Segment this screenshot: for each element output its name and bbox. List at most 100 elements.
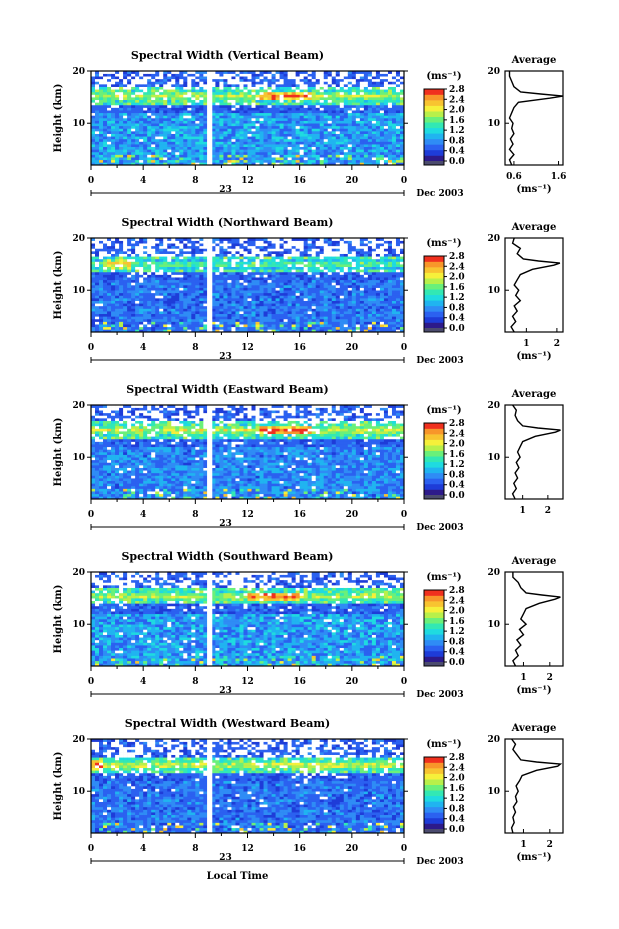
heatmap-cell [311,271,317,275]
heatmap-cell [119,258,124,262]
heatmap-cell [203,240,208,244]
heatmap-cell [315,300,321,304]
heatmap-cell [291,81,296,85]
heatmap-cell [315,326,321,330]
heatmap-cell [347,128,353,132]
heatmap-cell [191,311,196,315]
heatmap-cell [391,151,397,155]
heatmap-cell [319,245,325,249]
heatmap-cell [103,253,108,257]
heatmap-cell [331,81,337,85]
heatmap-cell [163,305,168,309]
heatmap-cell [259,285,264,288]
heatmap-cell [107,71,112,74]
heatmap-cell [335,125,341,129]
heatmap-cell [351,81,357,85]
heatmap-cell [199,261,204,265]
heatmap-cell [307,279,312,283]
heatmap-cell [191,290,196,294]
heatmap-cell [299,144,304,148]
heatmap-cell [259,128,264,132]
heatmap-cell [187,102,192,106]
heatmap-cell [127,138,132,142]
heatmap-cell [91,238,96,241]
heatmap-cell [295,305,300,309]
heatmap-cell [163,326,168,330]
heatmap-cell [343,115,349,119]
heatmap-cell [175,256,180,260]
heatmap-cell [187,295,192,299]
heatmap-cell [183,305,188,309]
heatmap-cell [395,112,401,116]
heatmap-cell [211,287,216,291]
heatmap-cell [215,326,220,330]
heatmap-cell [123,240,128,244]
heatmap-cell [231,248,236,252]
heatmap-cell [239,313,244,317]
heatmap-cell [275,94,280,98]
heatmap-cell [95,266,100,270]
heatmap-cell [251,71,256,74]
heatmap-cell [307,264,312,268]
heatmap-cell [115,81,120,85]
heatmap-cell [303,282,308,286]
heatmap-cell [143,104,148,108]
heatmap-cell [135,81,140,85]
heatmap-cell [91,300,96,304]
heatmap-cell [263,329,268,333]
heatmap-cell [335,86,341,90]
heatmap-cell [339,97,345,101]
heatmap-cell [299,308,304,312]
heatmap-cell [339,107,345,111]
heatmap-cell [139,248,144,252]
heatmap-cell [115,324,120,328]
heatmap-cell [155,102,160,106]
heatmap-cell [127,73,132,77]
heatmap-cell [395,141,401,145]
heatmap-cell [183,329,188,333]
heatmap-cell [131,318,136,322]
heatmap-cell [143,248,148,252]
heatmap-cell [219,146,224,150]
heatmap-cell [347,99,353,103]
heatmap-cell [99,266,104,270]
heatmap-cell [219,123,224,127]
heatmap-cell [123,324,128,328]
heatmap-cell [311,321,317,325]
heatmap-cell [127,245,132,249]
heatmap-cell [295,120,300,124]
heatmap-cell [131,326,136,330]
heatmap-cell [255,274,260,278]
heatmap-cell [95,107,100,111]
heatmap-cell [303,258,308,262]
heatmap-cell [143,318,148,322]
average-title: Average [511,55,557,66]
heatmap-cell [123,107,128,111]
heatmap-cell [167,298,172,301]
heatmap-cell [267,318,272,322]
heatmap-cell [299,240,304,244]
heatmap-cell [115,290,120,294]
heatmap-cell [131,138,136,142]
heatmap-cell [191,99,196,103]
heatmap-cell [295,321,300,325]
heatmap-cell [239,73,244,77]
heatmap-cell [275,298,280,301]
heatmap-cell [343,112,349,116]
heatmap-cell [151,321,156,325]
heatmap-cell [115,115,120,119]
heatmap-cell [331,125,337,129]
heatmap-cell [239,290,244,294]
heatmap-cell [239,292,244,296]
heatmap-cell [119,253,124,257]
heatmap-cell [199,290,204,294]
heatmap-cell [91,277,96,281]
heatmap-cell [203,295,208,299]
heatmap-cell [131,118,136,121]
heatmap-cell [367,86,373,90]
heatmap-cell [223,269,228,273]
heatmap-cell [163,128,168,132]
heatmap-cell [171,162,176,166]
heatmap-cell [259,279,264,283]
heatmap-cell [307,162,312,166]
